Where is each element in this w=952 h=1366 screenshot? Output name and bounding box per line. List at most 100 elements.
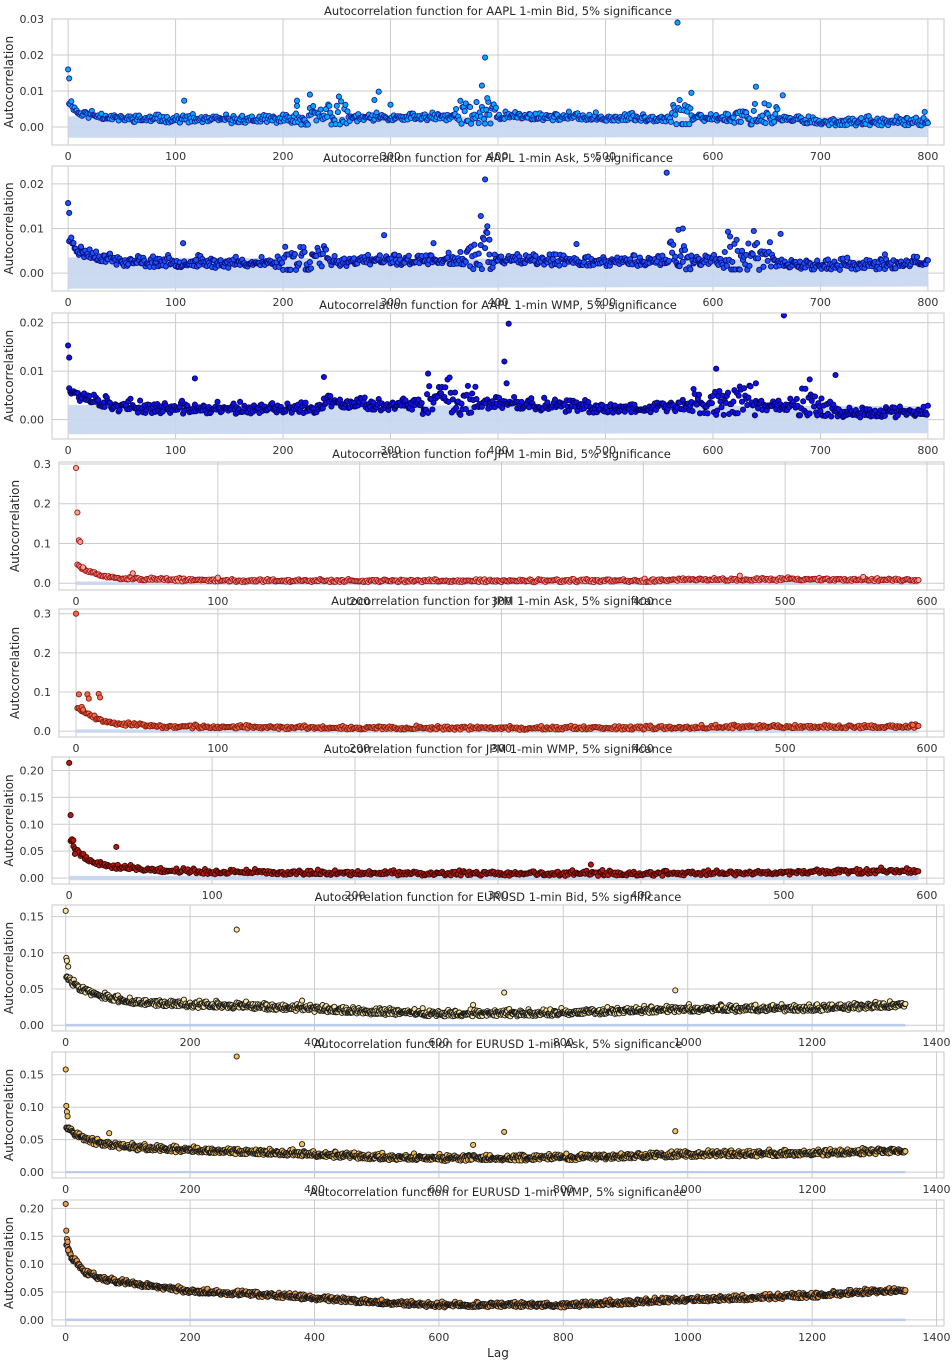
- acf-point: [70, 837, 77, 844]
- acf-point: [71, 850, 78, 857]
- acf-point: [93, 248, 100, 255]
- acf-point: [765, 102, 772, 109]
- acf-point: [777, 230, 784, 237]
- acf-point: [676, 96, 683, 104]
- acf-point: [492, 104, 499, 111]
- acf-point: [832, 371, 839, 379]
- acf-point: [779, 92, 786, 99]
- acf-point: [387, 101, 394, 108]
- acf-point: [307, 265, 315, 272]
- acf-point: [793, 395, 800, 402]
- acf-point: [457, 97, 464, 104]
- acf-point: [665, 257, 672, 264]
- acf-point: [736, 572, 743, 579]
- y-tick-label: 0.00: [20, 121, 45, 134]
- acf-point: [473, 396, 480, 403]
- acf-point: [306, 259, 313, 266]
- acf-point: [462, 258, 469, 265]
- x-tick-label: 0: [65, 444, 72, 457]
- acf-point: [475, 250, 482, 257]
- x-tick-label: 100: [165, 150, 186, 163]
- acf-point: [467, 103, 474, 111]
- acf-panel: 0 100 200 300 400 500 6000.00.10.20.3Autocorre…: [8, 447, 945, 608]
- x-tick-label: 0: [65, 296, 72, 309]
- acf-point: [915, 868, 922, 875]
- panel-title: Autocorrelation function for AAPL 1-min …: [323, 151, 673, 165]
- acf-point: [762, 120, 769, 127]
- acf-point: [313, 117, 320, 124]
- acf-point: [480, 236, 488, 243]
- acf-point: [425, 370, 432, 377]
- acf-point: [68, 98, 75, 105]
- acf-point: [77, 243, 85, 250]
- acf-point: [322, 246, 330, 253]
- acf-point: [301, 248, 308, 256]
- acf-point: [214, 574, 221, 581]
- acf-point: [463, 391, 470, 398]
- acf-point: [670, 241, 677, 248]
- panel-title: Autocorrelation function for AAPL 1-min …: [319, 298, 677, 312]
- acf-point: [751, 100, 758, 107]
- y-axis-label: Autocorrelation: [8, 480, 22, 572]
- acf-point: [915, 722, 922, 729]
- x-tick-label: 1200: [798, 1036, 826, 1049]
- x-tick-label: 500: [775, 595, 796, 608]
- acf-point: [679, 225, 686, 232]
- acf-point: [269, 400, 276, 407]
- acf-point: [486, 251, 493, 258]
- acf-point: [468, 120, 475, 127]
- acf-point: [806, 410, 813, 417]
- acf-point: [65, 200, 72, 207]
- y-tick-label: 0.1: [34, 686, 52, 699]
- x-tick-label: 200: [273, 150, 294, 163]
- y-tick-label: 0.3: [34, 458, 52, 471]
- acf-point: [753, 240, 761, 247]
- x-tick-label: 0: [66, 889, 73, 902]
- acf-point: [486, 236, 493, 243]
- acf-point: [764, 257, 771, 264]
- acf-point: [446, 374, 453, 381]
- acf-point: [484, 229, 491, 236]
- acf-point: [129, 570, 136, 577]
- acf-point: [505, 320, 512, 327]
- acf-point: [127, 395, 134, 402]
- acf-point: [65, 66, 72, 73]
- acf-point: [672, 253, 679, 260]
- acf-panel: 0 200 400 600 800 1000 1200 14000.000.050.100.1…: [2, 890, 951, 1049]
- acf-point: [317, 106, 324, 113]
- acf-point: [806, 376, 813, 383]
- acf-point: [716, 387, 723, 395]
- acf-point: [727, 233, 734, 240]
- acf-point: [381, 232, 388, 239]
- acf-point: [681, 246, 689, 254]
- acf-point: [80, 706, 87, 713]
- acf-point: [364, 251, 372, 258]
- acf-point: [468, 409, 475, 416]
- x-tick-label: 600: [916, 595, 937, 608]
- acf-point: [909, 721, 916, 728]
- y-axis-label: Autocorrelation: [2, 36, 16, 128]
- x-tick-label: 700: [810, 150, 831, 163]
- acf-point: [745, 240, 752, 247]
- acf-point: [746, 262, 753, 269]
- acf-panel: 0 100 200 300 400 500 6000.000.050.100.150.20A…: [2, 742, 945, 902]
- acf-panel: 0 100 200 300 400 500 6000.00.10.20.3Autocorre…: [8, 594, 945, 755]
- acf-point: [66, 354, 73, 361]
- acf-point: [72, 610, 80, 617]
- acf-point: [75, 691, 82, 698]
- acf-point: [713, 365, 720, 372]
- acf-point: [556, 262, 563, 269]
- acf-point: [766, 239, 773, 246]
- x-tick-label: 600: [916, 889, 937, 902]
- acf-points: [65, 19, 931, 129]
- acf-point: [85, 695, 92, 702]
- acf-point: [77, 538, 84, 545]
- acf-point: [733, 236, 740, 243]
- acf-point: [759, 112, 766, 119]
- x-tick-label: 800: [917, 444, 938, 457]
- acf-point: [755, 255, 762, 262]
- acf-point: [237, 398, 244, 405]
- x-tick-label: 500: [775, 742, 796, 755]
- acf-point: [724, 389, 732, 396]
